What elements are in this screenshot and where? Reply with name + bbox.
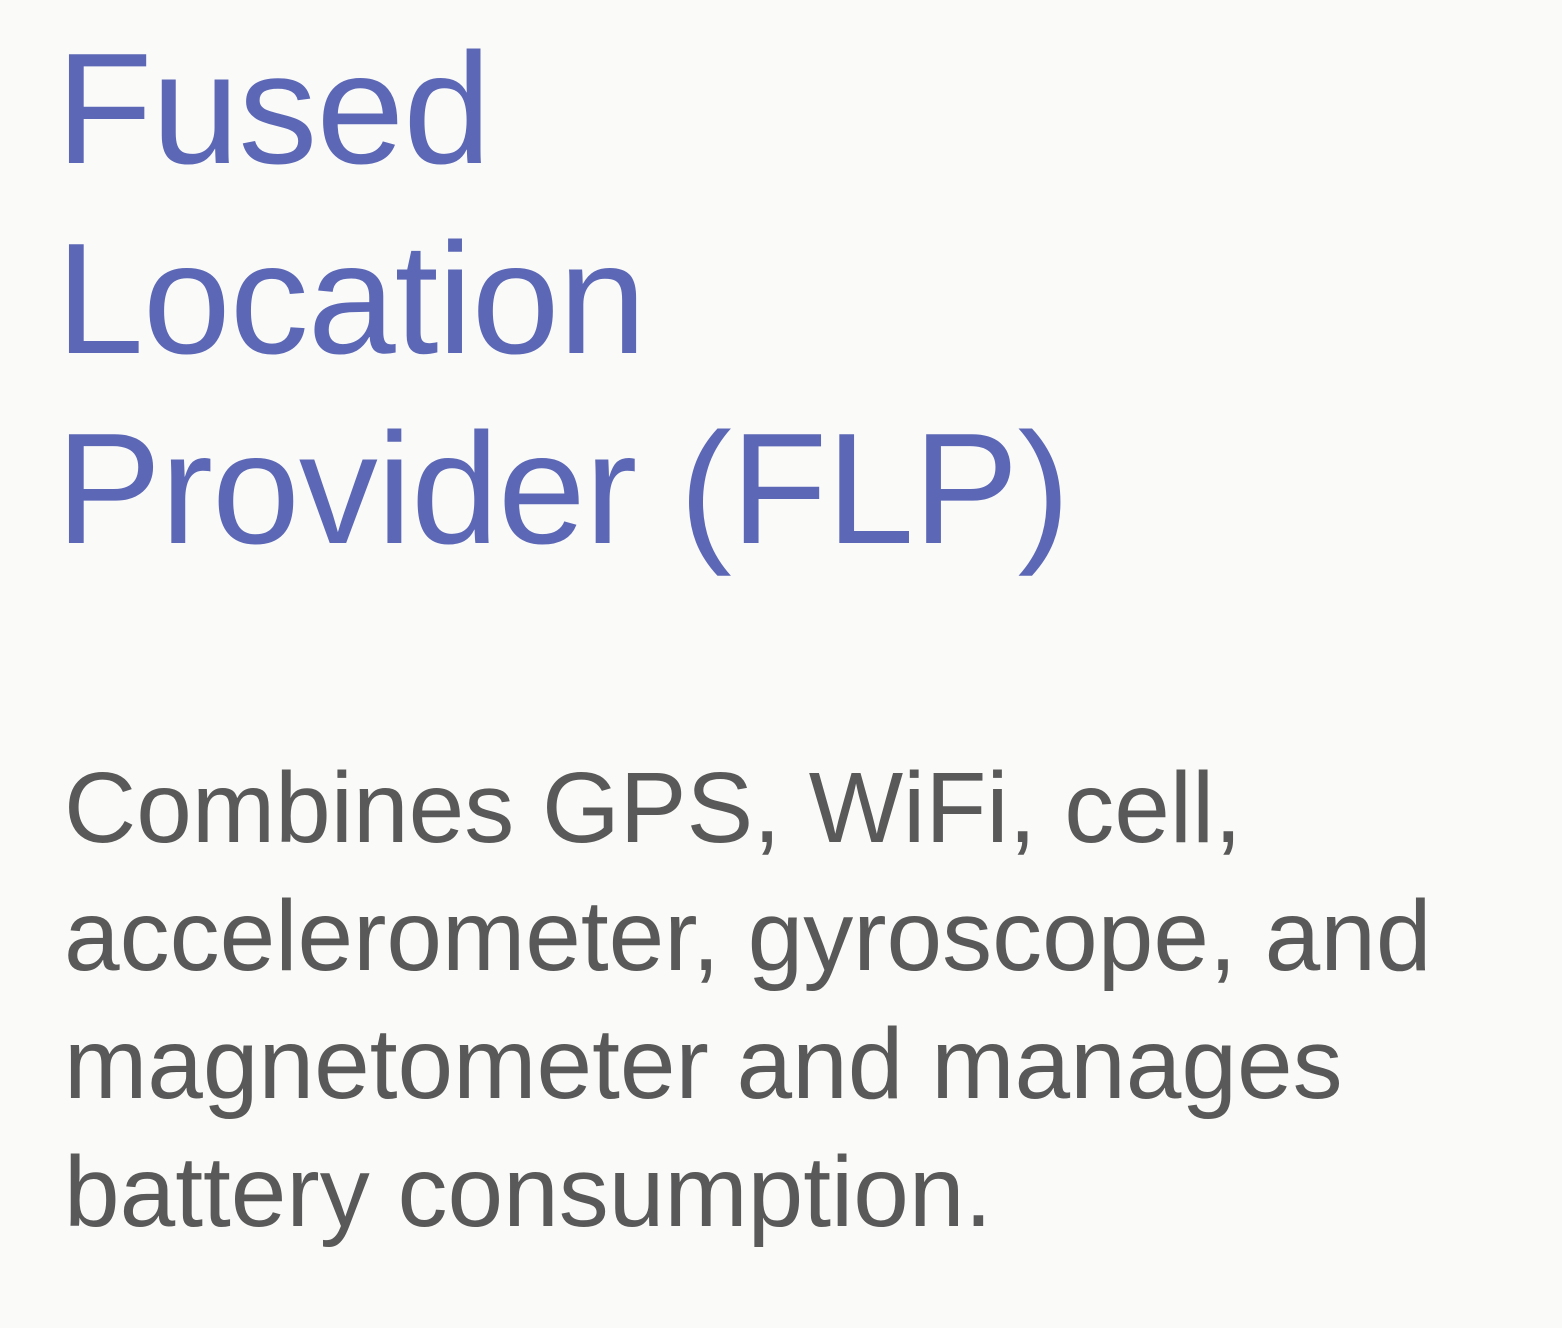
slide-title-line: Fused — [56, 21, 491, 197]
slide-title: Fused Location Provider (FLP) — [56, 14, 1256, 584]
slide-title-line: Provider (FLP) — [56, 401, 1070, 577]
slide-body-line: magnetometer and manages — [64, 1008, 1343, 1120]
slide-body-line: battery consumption. — [64, 1136, 993, 1248]
slide-title-line: Location — [56, 211, 646, 387]
slide-body-line: Combines GPS, WiFi, cell, — [64, 752, 1243, 864]
slide-body-line: accelerometer, gyroscope, and — [64, 880, 1432, 992]
slide-body-text: Combines GPS, WiFi, cell, accelerometer,… — [64, 744, 1544, 1256]
